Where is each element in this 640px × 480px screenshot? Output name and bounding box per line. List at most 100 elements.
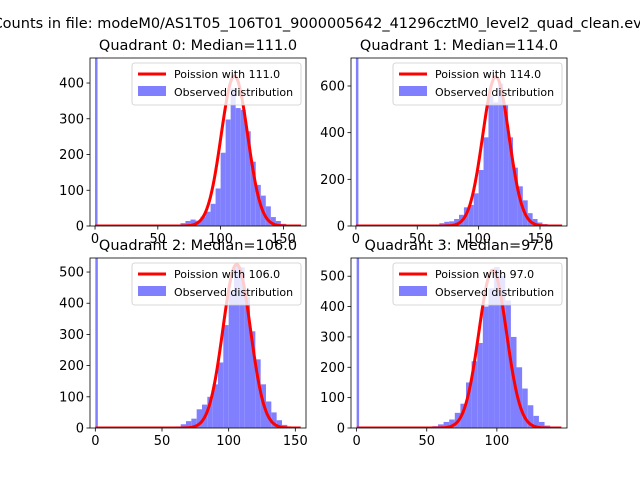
histogram-bar [499, 276, 506, 428]
histogram-bar [210, 203, 216, 226]
histogram-bar [527, 405, 534, 428]
histogram-bar [532, 219, 538, 226]
x-tick-label: 150 [283, 434, 308, 449]
histogram-bar [449, 419, 455, 428]
x-tick-label: 50 [150, 232, 167, 247]
y-tick-label: 100 [320, 391, 345, 406]
subplot-quadrant-2: 0 50 100 150 0 100 200 300 400 500 Poission with 1… [59, 238, 308, 449]
x-tick-label: 0 [91, 434, 99, 449]
histogram-bar [505, 300, 511, 428]
histogram-bar [276, 420, 282, 428]
subplot-quadrant-3: 0 50 100 0 100 200 300 400 500 Poission with 97.0… [320, 238, 568, 449]
axes-frame [89, 57, 307, 227]
subplot-quadrant-0: 0 50 100 150 0 100 200 300 400 Poission with 111.… [59, 38, 307, 247]
legend: Poission with 97.0 Observed distribution [392, 262, 563, 306]
x-tick-label: 100 [466, 232, 491, 247]
axes-frame [350, 57, 568, 227]
histogram-bar [186, 421, 192, 428]
histogram-bar [234, 265, 240, 428]
histogram-bar [228, 290, 234, 428]
legend-observed-label: Observed distribution [435, 86, 554, 99]
histogram-zero-spike [355, 58, 359, 226]
legend-observed-label: Observed distribution [435, 286, 554, 299]
figure-suptitle: Counts in file: modeM0/AS1T05_106T01_900… [0, 16, 640, 32]
y-tick-label: 500 [59, 266, 84, 281]
histogram-bar [517, 186, 523, 226]
x-tick-label: 0 [352, 434, 360, 449]
histogram-bar [516, 367, 523, 428]
legend-box [131, 262, 302, 306]
x-tick-label: 0 [352, 232, 360, 247]
histogram-bar [483, 137, 489, 226]
poisson-curve [94, 74, 302, 226]
legend-poisson-label: Poission with 114.0 [435, 68, 541, 81]
histogram-bar [270, 217, 276, 226]
y-tick-label: 400 [320, 300, 345, 315]
histogram-bar [522, 388, 528, 428]
histogram-bar [235, 108, 241, 226]
y-tick-label: 400 [59, 297, 84, 312]
histogram-bar [245, 131, 251, 226]
poisson-curve [355, 75, 563, 226]
histogram-bar [196, 409, 202, 428]
histogram-bar [488, 288, 495, 428]
histogram-bar [185, 220, 191, 226]
axes-frame [350, 257, 568, 429]
y-tick-label: 200 [59, 148, 84, 163]
legend-observed-swatch [399, 86, 427, 96]
axes-frame [89, 257, 307, 429]
y-tick-label: 200 [320, 361, 345, 376]
x-tick-label: 50 [154, 434, 171, 449]
y-tick-label: 0 [337, 422, 345, 437]
legend-poisson-label: Poission with 97.0 [435, 268, 534, 281]
x-tick-label: 150 [528, 232, 553, 247]
histogram-bar [538, 421, 545, 428]
y-tick-label: 400 [59, 77, 84, 92]
legend-observed-label: Observed distribution [174, 86, 293, 99]
histogram-bar [240, 109, 246, 226]
subplot-title: Quadrant 0: Median=111.0 [99, 38, 297, 54]
x-tick-label: 0 [91, 232, 99, 247]
histogram-bar [250, 331, 256, 428]
histogram-bar [503, 104, 509, 226]
legend: Poission with 114.0 Observed distribution [392, 62, 563, 106]
subplot-title: Quadrant 1: Median=114.0 [360, 38, 558, 54]
y-tick-label: 300 [59, 328, 84, 343]
histogram-bar [255, 184, 261, 226]
histogram-bar [225, 119, 231, 226]
histogram-zero-spike [95, 258, 98, 428]
poisson-curve [95, 262, 301, 428]
legend-box [131, 62, 302, 106]
plot-area [95, 258, 301, 428]
histogram-bar [437, 424, 444, 428]
histogram-bar [220, 152, 226, 226]
subplot-quadrant-1: 0 50 100 150 0 200 400 600 Poission with 114.0 Ob… [320, 38, 568, 247]
legend-observed-swatch [138, 86, 166, 96]
y-tick-label: 200 [59, 359, 84, 374]
histogram-bar [488, 95, 494, 226]
plot-area [356, 258, 562, 428]
histogram-bar [265, 206, 271, 226]
x-tick-label: 100 [484, 434, 509, 449]
histogram-bar [466, 382, 472, 428]
histogram-bar [513, 167, 518, 226]
histogram-zero-spike [95, 58, 98, 226]
histogram-bar [477, 343, 483, 428]
histogram-bar [468, 205, 474, 226]
histogram-bar [191, 418, 197, 428]
histogram-bar [244, 296, 250, 428]
legend-poisson-label: Poission with 106.0 [174, 268, 280, 281]
y-tick-label: 0 [76, 422, 84, 437]
legend-box [392, 262, 563, 306]
histogram-bar [271, 412, 277, 428]
y-tick-label: 0 [76, 220, 84, 235]
y-tick-label: 100 [59, 184, 84, 199]
histogram-bar [460, 403, 467, 428]
y-tick-label: 400 [320, 126, 345, 141]
legend-box [392, 62, 563, 106]
histogram-bar [218, 362, 224, 428]
x-tick-label: 50 [409, 232, 426, 247]
histogram-bar [207, 396, 213, 428]
histogram-bar [494, 267, 500, 428]
y-tick-label: 300 [320, 330, 345, 345]
